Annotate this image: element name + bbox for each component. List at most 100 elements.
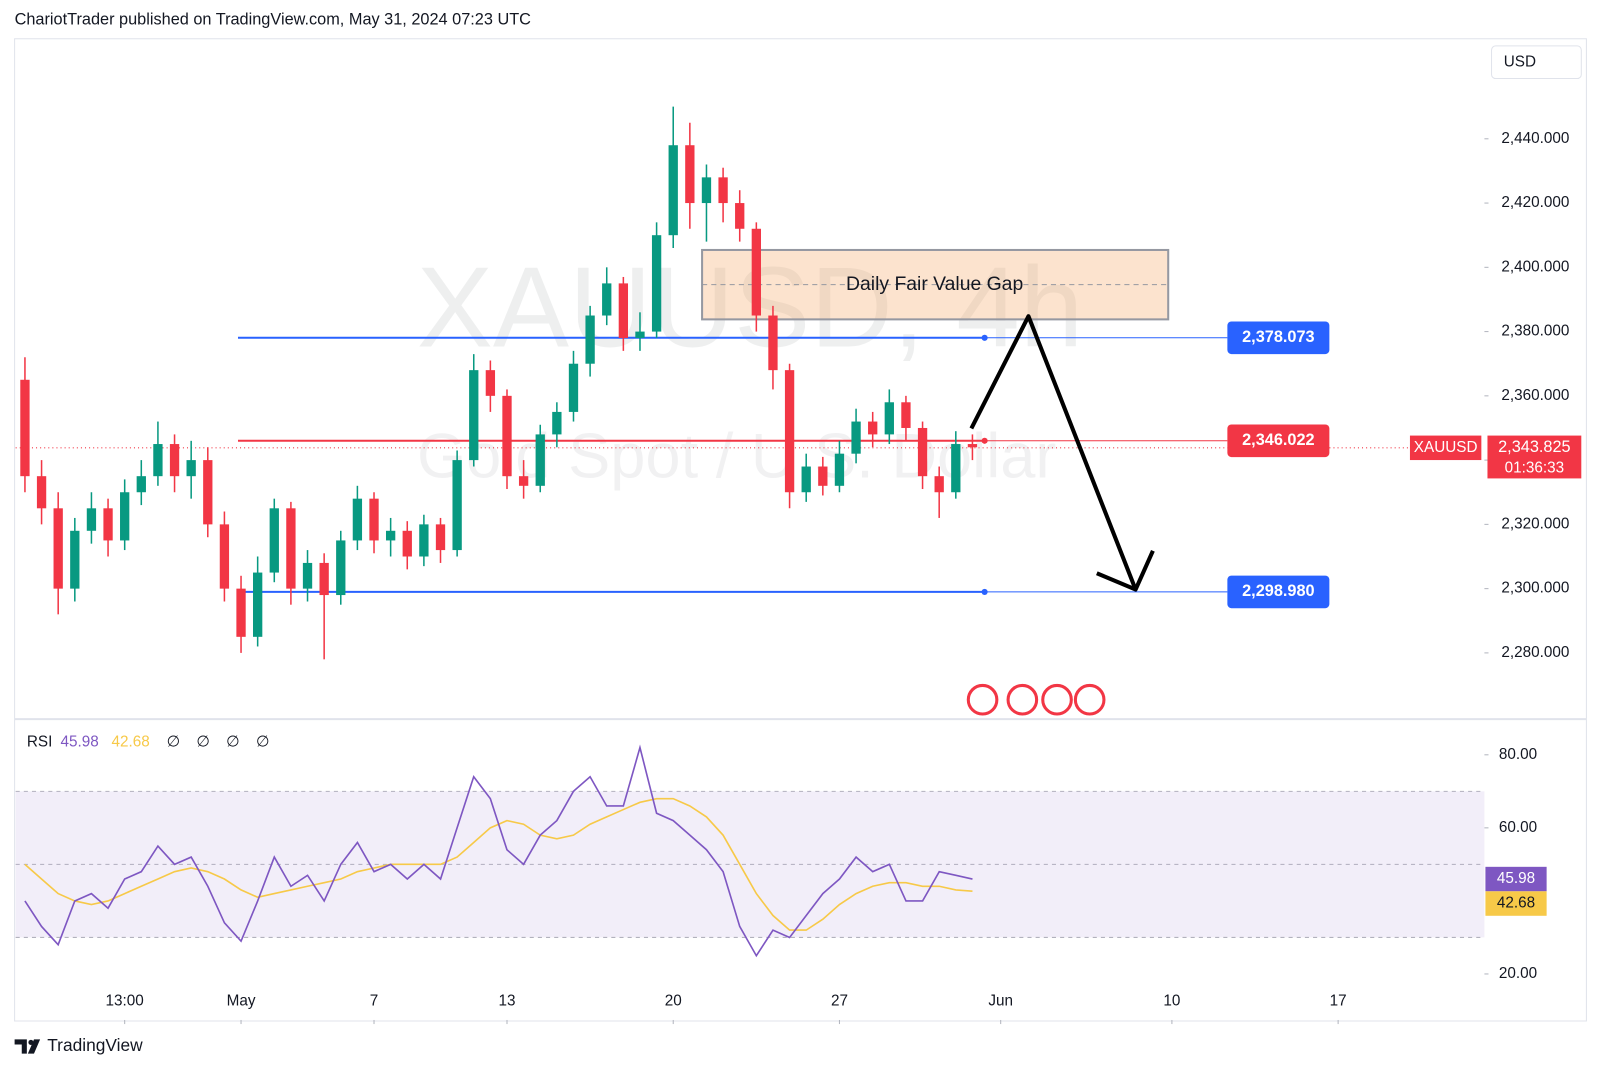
logo-dot <box>28 1039 34 1045</box>
event-flag[interactable] <box>1006 683 1039 716</box>
candle-body <box>419 524 429 557</box>
candle-body <box>402 530 412 557</box>
symbol-box <box>1409 435 1482 461</box>
tv-logo <box>14 1039 41 1054</box>
indicator-hidden: ∅ ∅ ∅ ∅ <box>167 734 276 751</box>
x-tick-label: 17 <box>1330 993 1347 1010</box>
candle-body <box>186 460 196 477</box>
event-flag[interactable] <box>966 683 999 716</box>
level-label-box <box>1227 321 1330 355</box>
value-box-label: 42.68 <box>1497 895 1535 912</box>
candle-body <box>868 421 878 435</box>
indicator-value: 45.98 <box>61 734 99 751</box>
y-tick-label: 2,380.000 <box>1501 323 1569 340</box>
candle-body <box>535 434 545 486</box>
y-tick-label: 20.00 <box>1499 965 1537 982</box>
candle-body <box>552 411 562 435</box>
candle-body <box>219 524 230 589</box>
symbol-label: XAUUSD <box>1414 439 1478 456</box>
candle-body <box>901 402 911 428</box>
rsi-band <box>15 791 1485 938</box>
candle-body <box>120 492 130 541</box>
candle-body <box>236 588 246 637</box>
watermark-symbol: XAUUSD, 4h <box>417 244 1084 371</box>
candle-body <box>735 203 745 229</box>
logo-mark <box>14 1039 41 1054</box>
level-handle <box>981 437 988 444</box>
indicator-value: 42.68 <box>112 734 150 751</box>
candle-body <box>336 540 346 596</box>
event-flag[interactable] <box>1041 683 1073 716</box>
candle-body <box>36 476 47 509</box>
y-tick-label: 80.00 <box>1499 746 1537 763</box>
y-tick-label: 2,300.000 <box>1501 580 1569 597</box>
x-tick-label: May <box>227 993 256 1010</box>
candle-body <box>369 498 379 541</box>
last-price-label: 2,343.825 <box>1498 438 1571 456</box>
event-flags[interactable] <box>966 683 1106 716</box>
footer-brand: TradingView <box>47 1035 143 1055</box>
candle-body <box>967 444 978 448</box>
event-flag[interactable] <box>1073 683 1106 716</box>
x-tick-label: 13:00 <box>106 993 144 1010</box>
candle-body <box>685 145 695 204</box>
candle-body <box>518 476 529 486</box>
y-tick-label: 2,280.000 <box>1501 644 1569 661</box>
candle-body <box>86 508 97 531</box>
candle-body <box>718 177 728 204</box>
level-handle <box>981 334 988 341</box>
candle-body <box>585 315 595 364</box>
candle-body <box>153 444 163 477</box>
candle-body <box>651 235 662 332</box>
candle-body <box>452 460 462 551</box>
x-tick-label: 13 <box>498 993 515 1010</box>
candle-body <box>502 395 512 477</box>
plot-layer: 2,280.0002,300.0002,320.0002,340.0002,36… <box>15 106 1582 1025</box>
candle-body <box>618 283 629 339</box>
level-label: 2,346.022 <box>1242 431 1315 449</box>
currency-button[interactable] <box>1491 45 1582 80</box>
y-tick-label: 2,400.000 <box>1501 258 1569 275</box>
candle-body <box>884 402 894 435</box>
rsi-line <box>24 744 973 958</box>
candle-body <box>385 530 396 541</box>
x-tick-label: 10 <box>1163 993 1180 1010</box>
indicator-title: RSI <box>27 734 52 751</box>
candle-body <box>302 562 313 589</box>
candle-body <box>751 228 761 316</box>
candle-body <box>768 315 778 371</box>
projection-arrowhead <box>1096 549 1155 592</box>
candle-body <box>635 331 645 339</box>
candle-body <box>70 530 80 589</box>
countdown-label: 01:36:33 <box>1505 459 1564 476</box>
y-tick-label: 2,360.000 <box>1501 387 1569 404</box>
candle-body <box>319 562 329 596</box>
candle-body <box>801 466 811 493</box>
y-tick-label: 2,320.000 <box>1501 515 1569 532</box>
candle-body <box>917 427 928 477</box>
candle-body <box>784 370 795 493</box>
x-tick-label: Jun <box>988 993 1013 1010</box>
candle-body <box>668 145 678 236</box>
value-box <box>1485 866 1547 892</box>
value-box <box>1485 891 1547 916</box>
level-handle <box>981 588 988 595</box>
candle-body <box>103 508 113 541</box>
watermark-description: Gold Spot / U.S. Dollar <box>417 422 1056 492</box>
y-tick-label: 2,420.000 <box>1501 194 1569 211</box>
candle-body <box>136 476 146 493</box>
candle-body <box>20 379 30 477</box>
candle-body <box>253 572 263 637</box>
candle-body <box>851 421 861 454</box>
level-label: 2,378.073 <box>1242 328 1315 346</box>
projection-arrow <box>969 314 1138 591</box>
currency-label[interactable]: USD <box>1504 53 1536 70</box>
candle-body <box>951 444 961 493</box>
candle-body <box>818 466 828 486</box>
candle-body <box>469 370 479 461</box>
candle-body <box>269 508 279 573</box>
y-tick-label: 60.00 <box>1499 819 1537 836</box>
candle-body <box>485 370 496 396</box>
